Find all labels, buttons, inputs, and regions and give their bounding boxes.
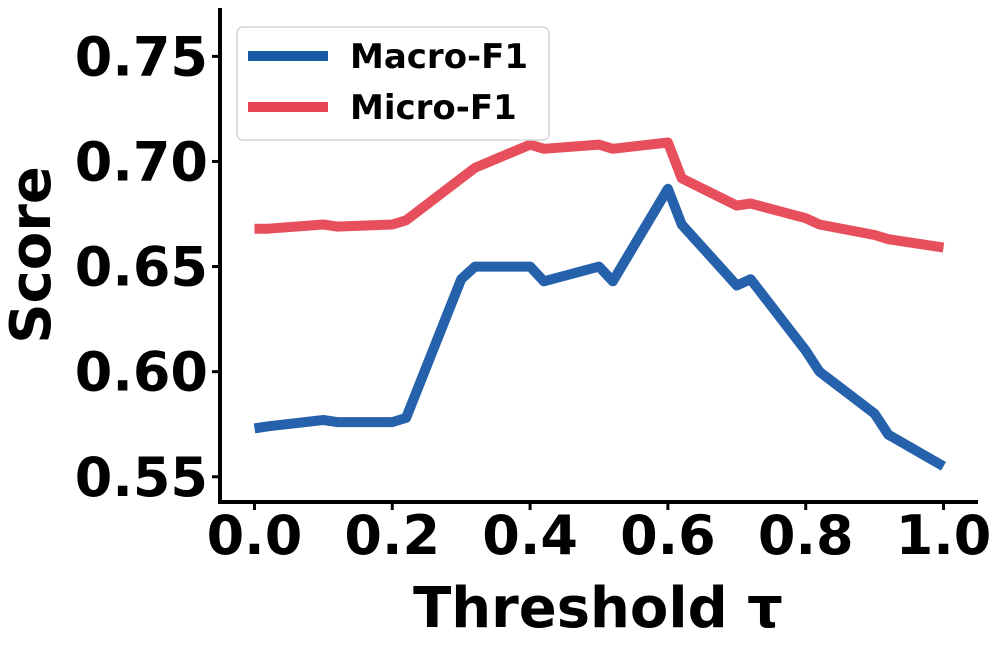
y-ticks: 0.55 0.60 0.65 0.70 0.75 — [75, 25, 220, 509]
y-tick-label: 0.65 — [75, 236, 208, 299]
x-ticks: 0.0 0.2 0.4 0.6 0.8 1.0 — [207, 502, 992, 567]
plot-marks — [253, 137, 946, 471]
series-line-macro-f1 — [253, 183, 946, 471]
legend: Macro-F1 Micro-F1 — [236, 26, 550, 141]
axes — [218, 8, 978, 504]
x-tick-label: 1.0 — [896, 504, 992, 567]
y-tick-label: 0.60 — [75, 341, 208, 404]
x-tick-label: 0.8 — [758, 504, 854, 567]
x-tick-label: 0.2 — [344, 504, 440, 567]
x-axis-label: Threshold τ — [413, 576, 783, 641]
y-tick-label: 0.70 — [75, 130, 208, 193]
y-tick-label: 0.55 — [75, 446, 208, 509]
x-tick-label: 0.0 — [207, 504, 303, 567]
legend-label-macro-f1: Macro-F1 — [350, 37, 528, 77]
y-tick-label: 0.75 — [75, 25, 208, 88]
x-tick-label: 0.6 — [620, 504, 716, 567]
series-line-micro-f1 — [254, 137, 945, 253]
y-axis-label: Score — [0, 166, 64, 344]
x-tick-label: 0.4 — [482, 504, 578, 567]
legend-label-micro-f1: Micro-F1 — [350, 88, 517, 128]
